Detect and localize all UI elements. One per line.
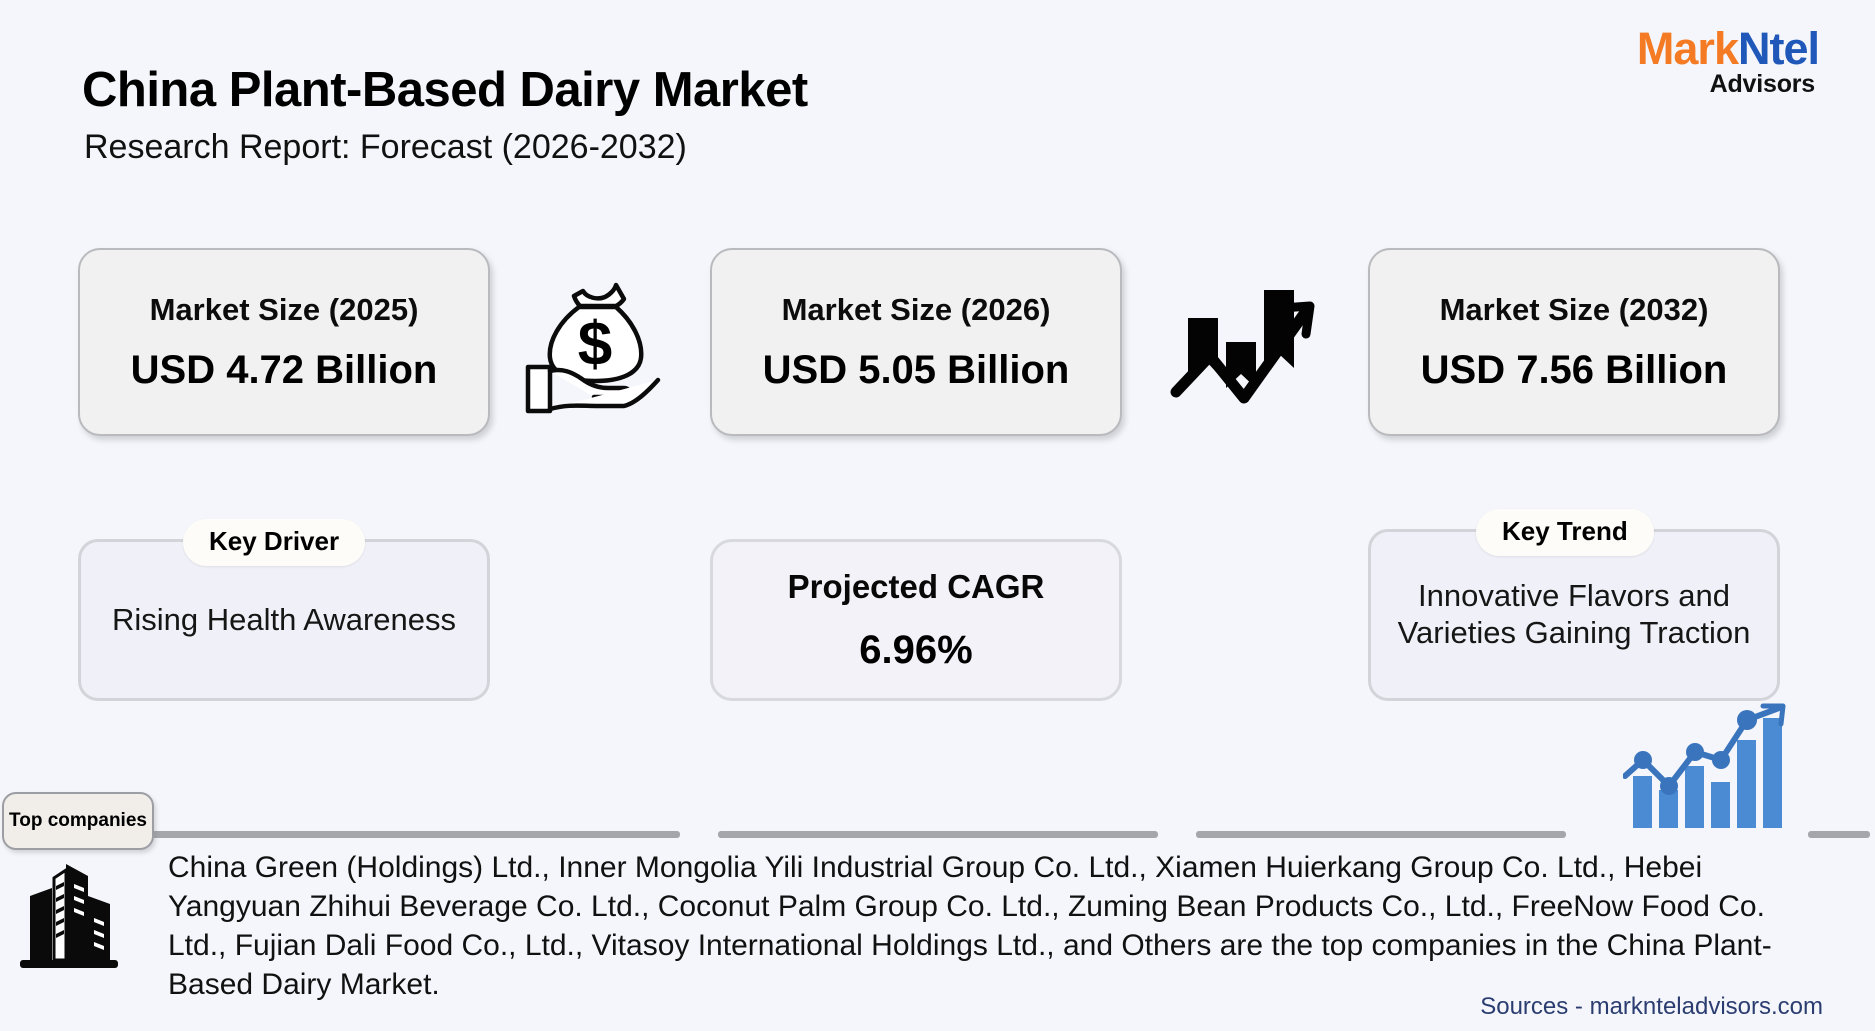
- key-driver-card: Rising Health Awareness: [78, 539, 490, 701]
- cagr-label: Projected CAGR: [787, 567, 1045, 605]
- bar-chart-growth-arrow-icon: [1160, 256, 1330, 426]
- divider-segment: [150, 831, 680, 838]
- key-trend-card: Innovative Flavors and Varieties Gaining…: [1368, 529, 1780, 701]
- key-trend-text: Innovative Flavors and Varieties Gaining…: [1397, 578, 1751, 650]
- brand-logo: MarkNtel Advisors: [1636, 23, 1820, 98]
- top-companies-badge: Top companies: [2, 792, 154, 850]
- cagr-value: 6.96%: [859, 627, 973, 672]
- market-size-value: USD 4.72 Billion: [130, 347, 438, 392]
- market-size-label: Market Size (2026): [781, 291, 1051, 327]
- projected-cagr-card: Projected CAGR 6.96%: [710, 539, 1122, 701]
- footer-divider: [150, 831, 1870, 838]
- market-size-card-2025: Market Size (2025) USD 4.72 Billion: [78, 248, 490, 436]
- header: China Plant-Based Dairy Market Research …: [0, 0, 1875, 180]
- logo-mark-text: Mark: [1636, 23, 1739, 74]
- divider-segment: [718, 831, 1158, 838]
- logo-wordmark: MarkNtel: [1636, 23, 1820, 74]
- market-size-label: Market Size (2032): [1439, 291, 1709, 327]
- logo-ntel-text: Ntel: [1737, 23, 1820, 74]
- page-subtitle: Research Report: Forecast (2026-2032): [84, 128, 687, 166]
- office-buildings-icon: [14, 856, 124, 971]
- logo-subtitle-text: Advisors: [1709, 70, 1816, 98]
- page-title: China Plant-Based Dairy Market: [82, 63, 808, 117]
- key-driver-badge: Key Driver: [183, 519, 366, 566]
- divider-segment: [1808, 831, 1870, 838]
- market-size-row: Market Size (2025) USD 4.72 Billion $ Ma…: [0, 248, 1875, 444]
- svg-text:$: $: [578, 310, 612, 379]
- key-driver-text: Rising Health Awareness: [111, 601, 457, 637]
- market-size-card-2026: Market Size (2026) USD 5.05 Billion: [710, 248, 1122, 436]
- insights-row: Key Driver Rising Health Awareness Proje…: [0, 509, 1875, 715]
- market-size-value: USD 7.56 Billion: [1420, 347, 1728, 392]
- top-companies-text: China Green (Holdings) Ltd., Inner Mongo…: [168, 851, 1772, 1001]
- blue-bar-chart-trend-icon: [1622, 698, 1803, 828]
- market-size-card-2032: Market Size (2032) USD 7.56 Billion: [1368, 248, 1780, 436]
- sources-label: Sources - marknteladvisors.com: [1480, 993, 1823, 1020]
- divider-segment: [1196, 831, 1566, 838]
- market-size-value: USD 5.05 Billion: [762, 347, 1070, 392]
- key-trend-badge: Key Trend: [1476, 509, 1654, 556]
- market-size-label: Market Size (2025): [149, 291, 419, 327]
- footer: Top companies China Green (Holdings) Ltd…: [0, 703, 1875, 1031]
- money-bag-in-hand-icon: $: [510, 256, 680, 426]
